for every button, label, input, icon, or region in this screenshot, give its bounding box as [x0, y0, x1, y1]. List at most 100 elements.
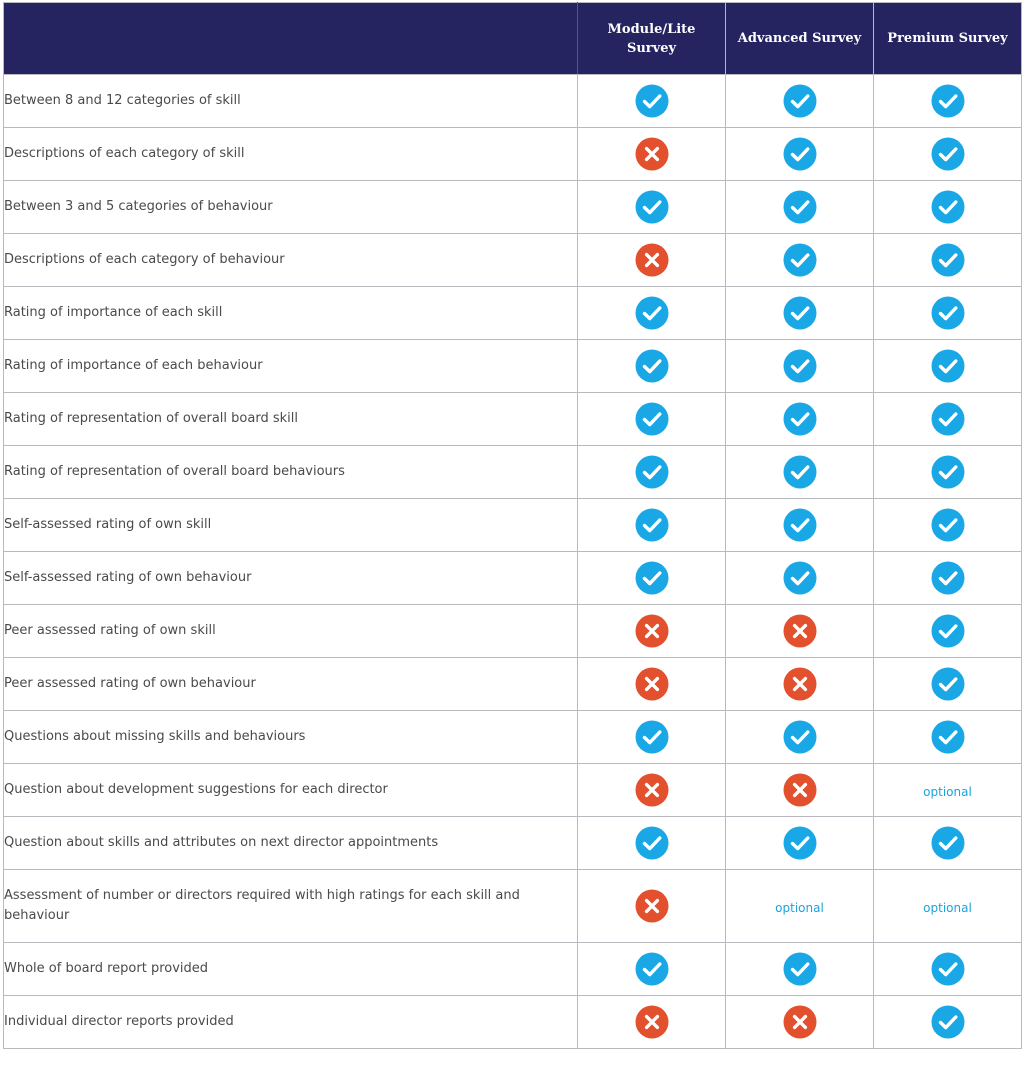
check-circle-icon: [783, 402, 817, 436]
check-circle-icon: [635, 508, 669, 542]
optional-label: optional: [923, 900, 972, 915]
check-circle-icon: [931, 561, 965, 595]
availability-cell-advanced: [725, 710, 874, 764]
cross-circle-icon: [635, 243, 669, 277]
check-circle-icon: [931, 402, 965, 436]
table-row: Peer assessed rating of own behaviour: [3, 657, 1022, 711]
check-circle-icon: [931, 296, 965, 330]
availability-cell-advanced: [725, 551, 874, 605]
check-circle-icon: [783, 508, 817, 542]
availability-cell-module-lite: [577, 180, 726, 234]
feature-label: Self-assessed rating of own skill: [3, 498, 578, 552]
availability-cell-module-lite: [577, 445, 726, 499]
table-header-row: Module/Lite Survey Advanced Survey Premi…: [3, 2, 1022, 75]
check-circle-icon: [931, 614, 965, 648]
table-row: Rating of importance of each behaviour: [3, 339, 1022, 393]
feature-label: Rating of representation of overall boar…: [3, 445, 578, 499]
availability-cell-premium: [873, 445, 1022, 499]
availability-cell-premium: [873, 995, 1022, 1049]
survey-comparison-table: Module/Lite Survey Advanced Survey Premi…: [3, 2, 1022, 1049]
availability-cell-advanced: [725, 286, 874, 340]
availability-cell-module-lite: [577, 74, 726, 128]
availability-cell-module-lite: [577, 763, 726, 817]
availability-cell-module-lite: [577, 127, 726, 181]
plan-title: Module/Lite Survey: [607, 21, 696, 56]
feature-label: Peer assessed rating of own behaviour: [3, 657, 578, 711]
check-circle-icon: [635, 349, 669, 383]
cross-circle-icon: [783, 1005, 817, 1039]
check-circle-icon: [783, 296, 817, 330]
check-circle-icon: [783, 190, 817, 224]
check-circle-icon: [635, 402, 669, 436]
check-circle-icon: [783, 720, 817, 754]
availability-cell-module-lite: [577, 995, 726, 1049]
availability-cell-module-lite: [577, 551, 726, 605]
feature-label: Descriptions of each category of skill: [3, 127, 578, 181]
availability-cell-advanced: [725, 604, 874, 658]
availability-cell-module-lite: [577, 233, 726, 287]
availability-cell-advanced: [725, 816, 874, 870]
availability-cell-premium: [873, 180, 1022, 234]
check-circle-icon: [635, 84, 669, 118]
feature-label: Between 8 and 12 categories of skill: [3, 74, 578, 128]
table-row: Question about skills and attributes on …: [3, 816, 1022, 870]
feature-label: Self-assessed rating of own behaviour: [3, 551, 578, 605]
availability-cell-premium: [873, 604, 1022, 658]
table-row: Self-assessed rating of own behaviour: [3, 551, 1022, 605]
check-circle-icon: [931, 826, 965, 860]
availability-cell-module-lite: [577, 392, 726, 446]
check-circle-icon: [783, 455, 817, 489]
check-circle-icon: [635, 826, 669, 860]
availability-cell-premium: [873, 339, 1022, 393]
availability-cell-premium: optional: [873, 869, 1022, 943]
check-circle-icon: [635, 296, 669, 330]
availability-cell-advanced: [725, 127, 874, 181]
feature-label: Individual director reports provided: [3, 995, 578, 1049]
table-row: Assessment of number or directors requir…: [3, 869, 1022, 943]
feature-label: Rating of importance of each skill: [3, 286, 578, 340]
check-circle-icon: [931, 84, 965, 118]
header-corner-cell: [3, 2, 578, 75]
availability-cell-premium: [873, 127, 1022, 181]
availability-cell-premium: [873, 710, 1022, 764]
availability-cell-advanced: [725, 942, 874, 996]
column-header-premium: Premium Survey: [873, 2, 1022, 75]
cross-circle-icon: [635, 773, 669, 807]
availability-cell-module-lite: [577, 604, 726, 658]
check-circle-icon: [783, 561, 817, 595]
check-circle-icon: [783, 84, 817, 118]
availability-cell-module-lite: [577, 942, 726, 996]
check-circle-icon: [783, 137, 817, 171]
availability-cell-premium: [873, 286, 1022, 340]
cross-circle-icon: [635, 614, 669, 648]
feature-label: Peer assessed rating of own skill: [3, 604, 578, 658]
column-header-module-lite: Module/Lite Survey: [577, 2, 726, 75]
availability-cell-module-lite: [577, 286, 726, 340]
cross-circle-icon: [635, 889, 669, 923]
check-circle-icon: [635, 720, 669, 754]
table-body: Between 8 and 12 categories of skill Desc…: [3, 74, 1022, 1049]
check-circle-icon: [783, 826, 817, 860]
availability-cell-advanced: [725, 392, 874, 446]
availability-cell-premium: [873, 816, 1022, 870]
availability-cell-premium: [873, 392, 1022, 446]
check-circle-icon: [931, 349, 965, 383]
table-row: Rating of importance of each skill: [3, 286, 1022, 340]
check-circle-icon: [931, 667, 965, 701]
cross-circle-icon: [783, 773, 817, 807]
check-circle-icon: [635, 561, 669, 595]
plan-title: Premium Survey: [887, 31, 1008, 46]
check-circle-icon: [931, 190, 965, 224]
availability-cell-advanced: [725, 445, 874, 499]
table-row: Whole of board report provided: [3, 942, 1022, 996]
table-row: Question about development suggestions f…: [3, 763, 1022, 817]
table-row: Between 3 and 5 categories of behaviour: [3, 180, 1022, 234]
check-circle-icon: [931, 720, 965, 754]
availability-cell-module-lite: [577, 869, 726, 943]
check-circle-icon: [931, 1005, 965, 1039]
availability-cell-premium: optional: [873, 763, 1022, 817]
feature-label: Between 3 and 5 categories of behaviour: [3, 180, 578, 234]
availability-cell-premium: [873, 551, 1022, 605]
cross-circle-icon: [635, 1005, 669, 1039]
